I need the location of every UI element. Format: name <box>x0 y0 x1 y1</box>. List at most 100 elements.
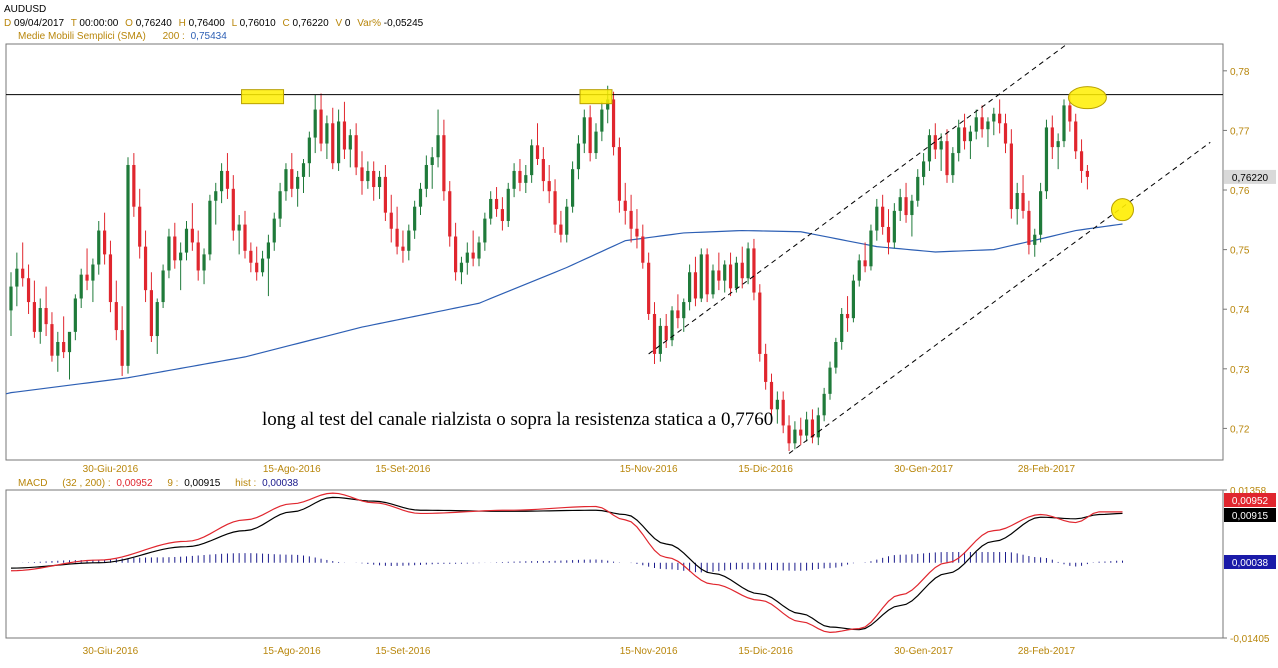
price-tick-label: 0,73 <box>1230 365 1250 376</box>
candle-body <box>184 228 189 253</box>
t-key: T <box>71 18 77 29</box>
candle-body <box>571 169 575 207</box>
candle-body <box>436 135 440 158</box>
candle-body <box>138 206 142 247</box>
candle-body <box>366 170 370 182</box>
candle-body <box>851 280 855 319</box>
highlight-ellipse <box>1067 86 1107 110</box>
candle-body <box>62 341 66 353</box>
hist-value: 0,00038 <box>262 478 299 489</box>
candle-body <box>705 254 709 295</box>
candle-body <box>623 200 627 211</box>
sma-period: 200 : <box>163 31 185 42</box>
candle-body <box>840 313 844 342</box>
signal-last-label: 0,00915 <box>1232 511 1269 522</box>
candle-body <box>202 254 206 271</box>
c-key: C <box>283 18 290 29</box>
candle-body <box>296 176 300 189</box>
candle-body <box>348 135 352 150</box>
channel-lower-line <box>788 141 1211 454</box>
candle-body <box>389 212 393 229</box>
candle-body <box>313 109 317 138</box>
candle-body <box>957 127 961 154</box>
candle-body <box>647 262 651 314</box>
highlights-layer <box>241 86 1134 222</box>
candle-body <box>1003 123 1008 144</box>
candle-body <box>728 264 733 289</box>
candle-body <box>530 145 534 176</box>
candle-body <box>541 159 545 182</box>
candle-body <box>38 308 42 332</box>
date-tick-label: 30-Giu-2016 <box>83 464 139 475</box>
candle-body <box>600 109 604 132</box>
o-value: 0,76240 <box>136 18 173 29</box>
candle-body <box>26 278 31 303</box>
candle-body <box>225 170 230 189</box>
candle-body <box>290 169 294 189</box>
candle-body <box>898 197 902 211</box>
candle-body <box>15 268 19 287</box>
candle-body <box>881 206 885 227</box>
price-tick-label: 0,77 <box>1230 126 1250 137</box>
l-value: 0,76010 <box>240 18 277 29</box>
candle-body <box>372 170 376 188</box>
candle-body <box>980 117 984 130</box>
candle-body <box>173 236 177 261</box>
candle-body <box>524 175 528 183</box>
candle-body <box>998 113 1002 124</box>
candle-body <box>769 381 774 410</box>
candle-body <box>32 302 36 332</box>
candle-body <box>56 341 60 356</box>
candle-body <box>1027 210 1031 245</box>
candle-body <box>143 246 148 291</box>
candle-body <box>413 206 417 231</box>
candle-body <box>301 163 306 177</box>
candle-body <box>91 264 95 281</box>
candle-body <box>401 246 405 251</box>
candle-body <box>951 153 955 176</box>
candle-body <box>108 254 113 303</box>
trendlines-layer <box>6 44 1223 454</box>
candle-body <box>781 399 785 426</box>
candle-body <box>734 262 738 289</box>
candle-body <box>594 131 598 154</box>
candle-body <box>611 99 616 148</box>
price-plot-area <box>6 44 1223 454</box>
candle-body <box>249 250 253 263</box>
candle-body <box>617 147 621 201</box>
sma-label: Medie Mobili Semplici (SMA) <box>18 31 146 42</box>
sma-200-layer <box>6 223 1123 395</box>
d-value: 09/04/2017 <box>14 18 64 29</box>
candle-body <box>319 109 323 144</box>
date-tick-label: 15-Set-2016 <box>375 464 430 475</box>
candle-body <box>787 425 791 444</box>
candle-body <box>986 121 990 130</box>
v-key: V <box>335 18 342 29</box>
candle-body <box>892 210 896 243</box>
highlight-box <box>579 89 613 105</box>
h-key: H <box>179 18 186 29</box>
macd-value: 0,00952 <box>116 478 153 489</box>
candle-body <box>857 260 861 281</box>
macd-readout: MACD (32 , 200) : 0,00952 9 : 0,00915 hi… <box>18 478 299 489</box>
symbol-title: AUDUSD <box>4 4 46 15</box>
candle-body <box>97 230 101 265</box>
var-key: Var% <box>357 18 381 29</box>
candle-body <box>471 252 475 259</box>
date-tick-label: 15-Nov-2016 <box>620 464 678 475</box>
candle-body <box>1044 127 1049 192</box>
candle-body <box>208 200 212 255</box>
sma-value: 0,75434 <box>191 31 228 42</box>
candle-body <box>272 218 276 243</box>
candle-body <box>845 313 850 319</box>
date-tick-label: 15-Dic-2016 <box>738 464 793 475</box>
candle-body <box>775 399 779 410</box>
candle-body <box>1021 192 1025 211</box>
candle-body <box>670 310 674 341</box>
candle-body <box>44 308 48 325</box>
candle-body <box>641 236 645 263</box>
highlight-circle <box>1111 198 1134 222</box>
candle-body <box>307 137 311 164</box>
candle-body <box>962 127 967 142</box>
